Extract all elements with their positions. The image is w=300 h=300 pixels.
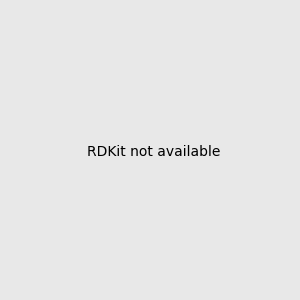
Text: RDKit not available: RDKit not available — [87, 145, 220, 158]
